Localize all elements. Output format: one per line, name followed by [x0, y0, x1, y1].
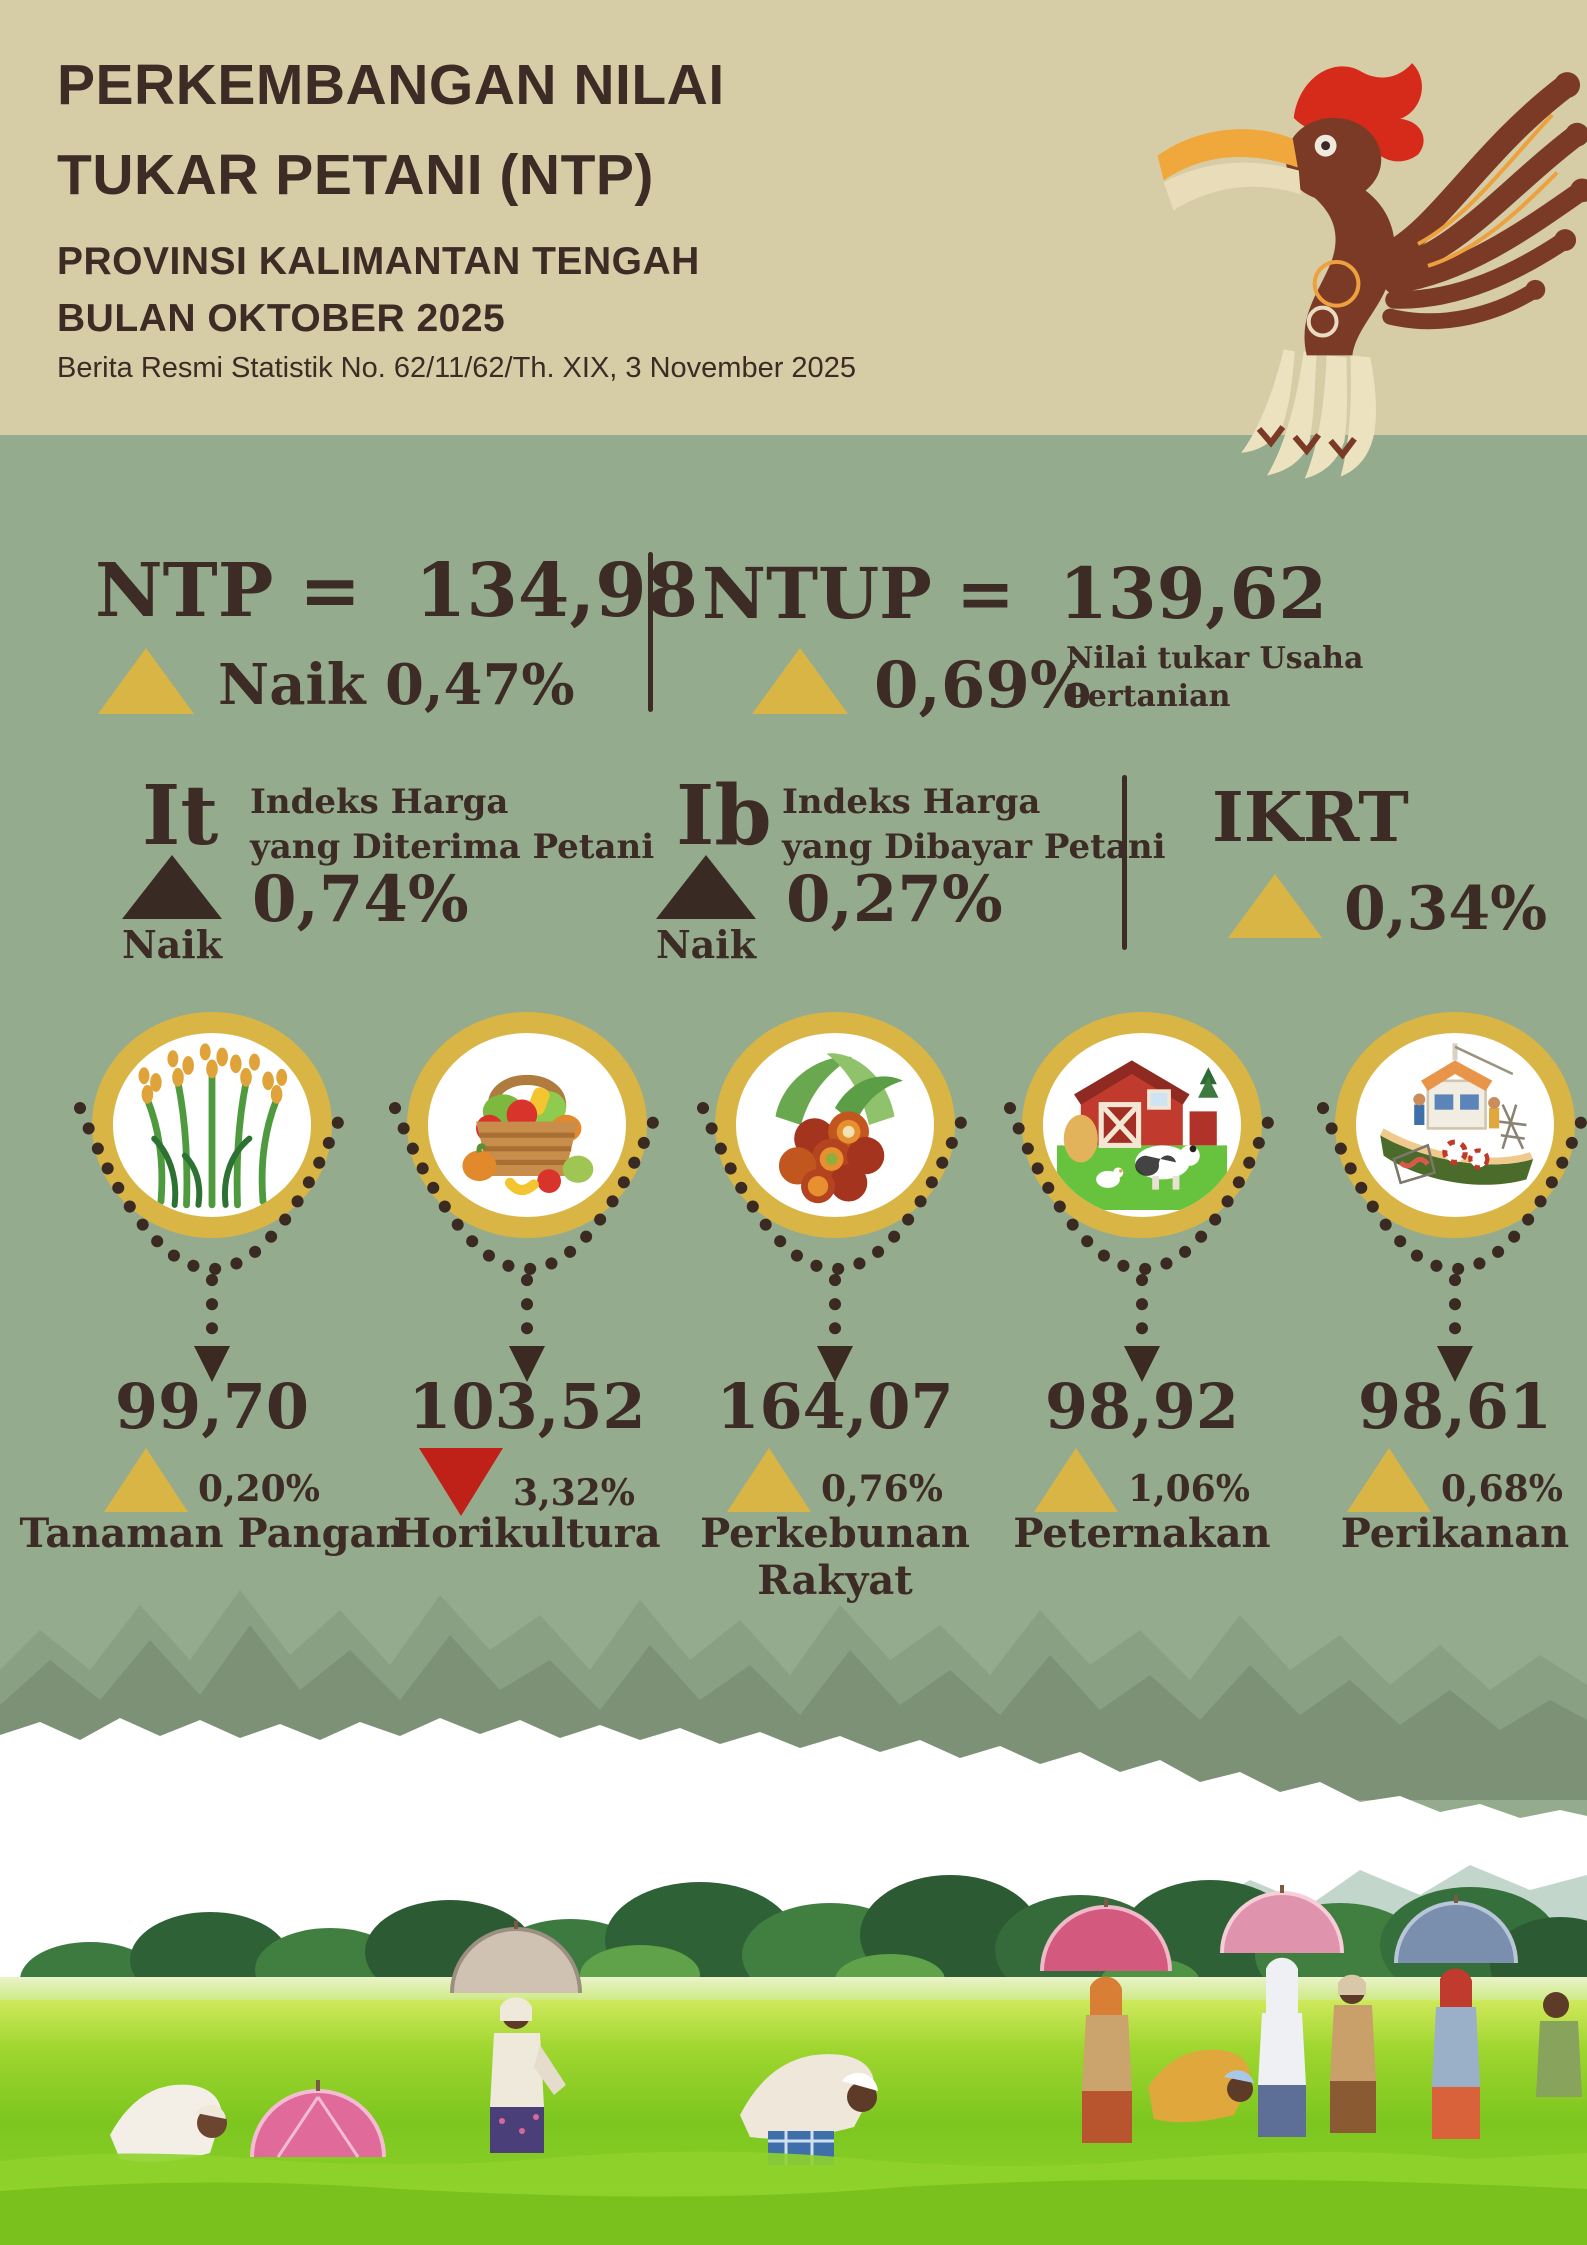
page-title-line1: PERKEMBANGAN NILAI [57, 53, 725, 117]
ntp-value: 134,98 [414, 548, 699, 634]
hornbill-bird-illustration [1157, 63, 1587, 479]
farmer-umbrella-hat [450, 1921, 582, 2153]
pink-umbrella [250, 2080, 386, 2158]
ikrt-up-triangle-icon [1228, 874, 1322, 938]
release-info: Berita Resmi Statistik No. 62/11/62/Th. … [57, 352, 856, 384]
subsector-value: 98,61 [1357, 1370, 1553, 1443]
subsector-change-row: 1,06% [982, 1448, 1302, 1512]
subsector-value: 98,92 [1044, 1370, 1240, 1443]
page-subtitle-month: BULAN OKTOBER 2025 [57, 297, 506, 340]
rice-paddy-icon [138, 1043, 288, 1209]
subsector-change-row: 0,20% [52, 1448, 372, 1512]
vegetable-basket-icon [462, 1075, 594, 1196]
ib-value: 0,27% [786, 862, 1003, 937]
ib-desc-line1: Indeks Harga [782, 782, 1041, 822]
dotted-arrow [1317, 1102, 1587, 1382]
ikrt-code: IKRT [1212, 778, 1409, 858]
ib-desc-line2: yang Dibayar Petani [782, 827, 1166, 867]
subsector-card-horikultura: 103,52 3,32% Horikultura [367, 1012, 687, 1572]
up-triangle-icon [727, 1448, 812, 1512]
ib-direction: Naik [655, 922, 757, 967]
down-triangle-icon [419, 1448, 504, 1516]
ntp-value-line: NTP = 134,98 [95, 548, 698, 634]
ntup-note: Nilai tukar Usaha Pertanian [1066, 640, 1363, 716]
subsector-change: 0,76% [821, 1468, 943, 1510]
fishing-boat-icon [1380, 1043, 1534, 1185]
oil-palm-fruit-icon [775, 1053, 903, 1204]
subsector-change-row: 3,32% [367, 1448, 687, 1516]
subsector-name: Horikultura [393, 1510, 661, 1557]
subsector-name: Perikanan [1340, 1510, 1570, 1557]
subsector-card-peternakan: 98,92 1,06% Peternakan [982, 1012, 1302, 1572]
horikultura-medallion [407, 1012, 647, 1238]
grass-overlay-2 [0, 2179, 1587, 2245]
dotted-arrow [1004, 1102, 1280, 1382]
it-value: 0,74% [252, 862, 469, 937]
rice-field-photo [0, 1745, 1587, 2245]
ntup-label: NTUP = [702, 552, 1015, 635]
it-direction: Naik [121, 922, 223, 967]
dotted-arrow [389, 1102, 665, 1382]
dotted-arrow [74, 1102, 350, 1382]
ntp-change: Naik 0,47% [218, 652, 575, 718]
farmer-bent-1 [110, 2084, 227, 2162]
ntup-note-line2: Pertanian [1066, 679, 1231, 714]
ib-code: Ib [676, 768, 772, 864]
it-desc-line1: Indeks Harga [250, 782, 509, 822]
ib-description: Indeks Harga yang Dibayar Petani [782, 780, 1166, 870]
subsector-value: 164,07 [716, 1370, 954, 1443]
summary-divider [648, 552, 653, 712]
dotted-arrow [697, 1102, 973, 1382]
up-triangle-icon [1347, 1448, 1432, 1512]
up-triangle-icon [1034, 1448, 1119, 1512]
ntup-change: 0,69% [874, 648, 1091, 723]
subsector-value: 99,70 [114, 1370, 310, 1443]
subsector-card-perikanan: 98,61 0,68% Perikanan [1295, 1012, 1587, 1572]
it-description: Indeks Harga yang Diterima Petani [250, 780, 654, 870]
page-title-line2: TUKAR PETANI (NTP) [57, 143, 654, 207]
subsector-change: 0,68% [1441, 1468, 1563, 1510]
farmer-group-right [1040, 1885, 1582, 2143]
it-up-triangle-icon [122, 855, 222, 919]
it-code: It [142, 768, 219, 864]
subsector-change: 1,06% [1128, 1468, 1250, 1510]
subsector-name: Perkebunan Rakyat [700, 1510, 970, 1604]
page-subtitle-province: PROVINSI KALIMANTAN TENGAH [57, 240, 700, 283]
farmer-bent-2 [740, 2054, 878, 2165]
ikrt-value: 0,34% [1344, 874, 1548, 944]
subsector-card-tanaman-pangan: 99,70 0,20% Tanaman Pangan [19, 1012, 405, 1572]
subsector-value: 103,52 [408, 1370, 646, 1443]
subsector-change: 3,32% [513, 1472, 635, 1514]
farm-barn-icon [1057, 1060, 1227, 1210]
subsector-name: Peternakan [1013, 1510, 1271, 1557]
ntup-up-triangle-icon [752, 648, 848, 714]
up-triangle-icon [104, 1448, 189, 1512]
ntp-label: NTP = [95, 548, 362, 634]
ntup-value-line: NTUP = 139,62 [702, 552, 1327, 635]
ntup-value: 139,62 [1059, 552, 1328, 635]
farmers-graphic [0, 1885, 1587, 2245]
it-desc-line2: yang Diterima Petani [250, 827, 655, 867]
ib-up-triangle-icon [656, 855, 756, 919]
subsector-card-perkebunan-rakyat: 164,07 0,76% Perkebunan Rakyat [675, 1012, 995, 1604]
subsector-change-row: 0,76% [675, 1448, 995, 1512]
subsector-change: 0,20% [198, 1468, 320, 1510]
ntup-note-line1: Nilai tukar Usaha [1066, 641, 1364, 676]
subsector-change-row: 0,68% [1295, 1448, 1587, 1512]
ikrt-divider [1122, 775, 1127, 950]
subsector-name: Tanaman Pangan [19, 1510, 405, 1557]
ntp-up-triangle-icon [98, 648, 194, 714]
